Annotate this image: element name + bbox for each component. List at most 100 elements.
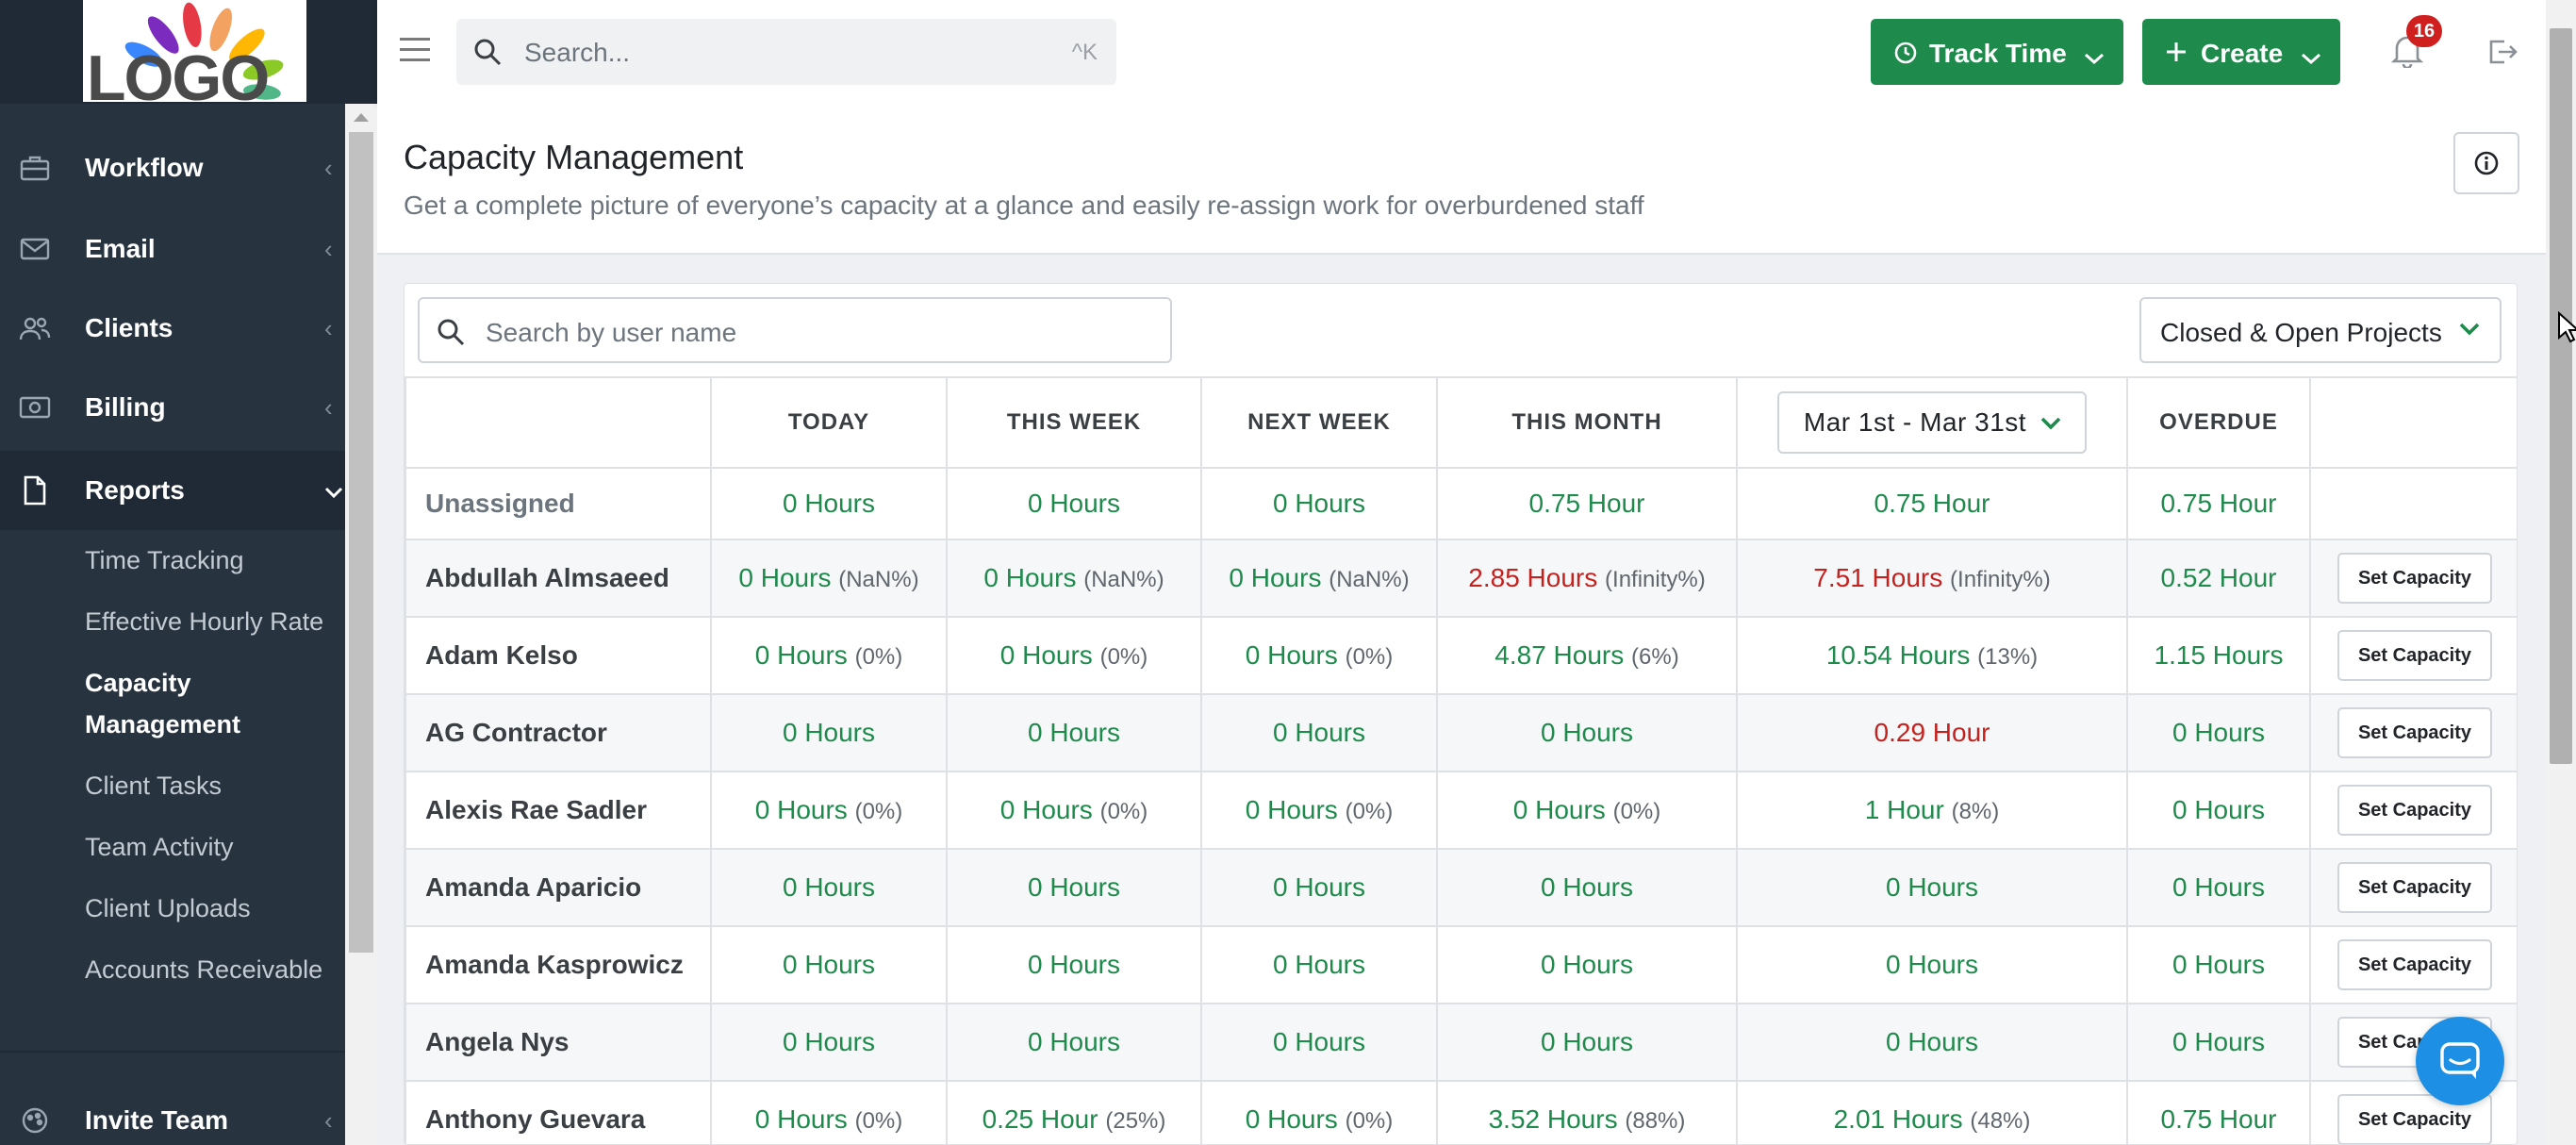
date-range-select[interactable]: Mar 1st - Mar 31st (1776, 391, 2088, 454)
capacity-percent: (25%) (1105, 1108, 1166, 1134)
hours-value: 0 Hours (999, 640, 1093, 670)
user-search-placeholder: Search by user name (486, 318, 737, 347)
sidebar-scrollbar[interactable] (345, 104, 377, 1145)
set-capacity-button[interactable]: Set Capacity (2337, 707, 2492, 758)
set-capacity-button[interactable]: Set Capacity (2337, 630, 2492, 681)
project-filter-select[interactable]: Closed & Open Projects (2139, 297, 2502, 363)
hours-value: 0 Hours (754, 640, 848, 670)
sidebar-subitem-effective-hourly-rate[interactable]: Effective Hourly Rate (85, 607, 324, 636)
set-capacity-button[interactable]: Set Capacity (2337, 553, 2492, 604)
capacity-percent: (88%) (1625, 1108, 1686, 1134)
chat-launcher-button[interactable] (2416, 1017, 2504, 1105)
hours-value: 10.54 Hours (1825, 640, 1971, 670)
actions-cell: Set Capacity (2309, 771, 2517, 850)
page-scrollbar[interactable] (2546, 0, 2576, 1145)
capacity-percent: (0%) (1099, 799, 1148, 824)
plus-icon (2165, 40, 2188, 70)
hours-cell: 10.54 Hours (13%) (1736, 616, 2128, 695)
hours-cell: 0 Hours (0%) (710, 1080, 948, 1144)
table-row: Angela Nys 0 Hours 0 Hours 0 Hours 0 Hours 0 … (405, 1003, 2517, 1082)
sidebar-item-billing[interactable]: Billing ‹ (0, 368, 345, 447)
stopwatch-icon (1893, 40, 1918, 71)
sidebar-item-reports[interactable]: Reports (0, 451, 345, 530)
hours-cell: 0 Hours (1200, 848, 1438, 927)
hamburger-menu-icon[interactable] (400, 38, 430, 62)
info-button[interactable] (2453, 132, 2519, 194)
sidebar-item-invite-team[interactable]: Invite Team ‹ (0, 1081, 345, 1145)
sidebar-subitem-client-tasks[interactable]: Client Tasks (85, 772, 223, 800)
hours-value: 0 Hours (1245, 640, 1338, 670)
hours-value: 0 Hours (754, 795, 848, 824)
hours-value: 0.25 Hour (982, 1104, 1098, 1134)
actions-cell: Set Capacity (2309, 539, 2517, 618)
sidebar-item-workflow[interactable]: Workflow ‹ (0, 128, 345, 207)
capacity-percent: (0%) (854, 644, 903, 670)
sidebar-subitem-time-tracking[interactable]: Time Tracking (85, 546, 244, 574)
search-placeholder: Search... (524, 38, 631, 67)
overdue-value: 0 Hours (2171, 950, 2266, 979)
overdue-value: 0 Hours (2171, 1027, 2266, 1056)
capacity-percent: (NaN%) (1329, 567, 1410, 592)
column-header-overdue[interactable]: OVERDUE (2126, 376, 2311, 469)
sidebar-item-label: Workflow (85, 153, 204, 182)
overdue-cell: 0 Hours (2126, 693, 2311, 772)
user-search-input[interactable]: Search by user name (418, 297, 1172, 363)
column-header-this-month[interactable]: THIS MONTH (1436, 376, 1738, 469)
overdue-value: 0.75 Hour (2160, 489, 2277, 518)
chat-bubble-icon (2440, 1042, 2480, 1079)
sidebar-item-label: Billing (85, 392, 166, 422)
hours-value: 0 Hours (1512, 795, 1606, 824)
sidebar-subitem-accounts-receivable[interactable]: Accounts Receivable (85, 955, 323, 984)
hours-cell: 0 Hours (710, 848, 948, 927)
hours-cell: 0 Hours (0%) (710, 616, 948, 695)
column-header-date-range: Mar 1st - Mar 31st (1736, 376, 2128, 469)
capacity-percent: (8%) (1951, 799, 2000, 824)
hours-value: 0 Hours (1272, 718, 1366, 747)
hours-value: 0 Hours (1540, 718, 1634, 747)
set-capacity-button[interactable]: Set Capacity (2337, 1094, 2492, 1144)
column-header-this-week[interactable]: THIS WEEK (946, 376, 1202, 469)
sidebar-item-email[interactable]: Email ‹ (0, 209, 345, 289)
sidebar-item-clients[interactable]: Clients ‹ (0, 289, 345, 368)
search-icon (437, 318, 465, 351)
hours-value: 0 Hours (738, 563, 832, 592)
column-header-today[interactable]: TODAY (710, 376, 948, 469)
hours-value: 0 Hours (1885, 1027, 1979, 1056)
set-capacity-button[interactable]: Set Capacity (2337, 939, 2492, 990)
column-header-next-week[interactable]: NEXT WEEK (1200, 376, 1438, 469)
set-capacity-button[interactable]: Set Capacity (2337, 785, 2492, 836)
hours-value: 0 Hours (1027, 718, 1121, 747)
hours-cell: 0 Hours (0%) (1200, 1080, 1438, 1144)
hours-cell: 0 Hours (946, 693, 1202, 772)
hours-cell: 2.01 Hours (48%) (1736, 1080, 2128, 1144)
track-time-button[interactable]: Track Time (1871, 19, 2123, 85)
table-header-row: TODAY THIS WEEK NEXT WEEK THIS MONTH Mar… (405, 376, 2517, 469)
hours-value: 0 Hours (1229, 563, 1322, 592)
hours-cell: 0 Hours (1736, 848, 2128, 927)
company-logo[interactable]: LOGO (83, 0, 306, 102)
chevron-left-icon: ‹ (324, 234, 333, 263)
logout-icon[interactable] (2487, 38, 2518, 71)
chevron-left-icon: ‹ (324, 153, 333, 182)
scroll-up-arrow-icon[interactable] (354, 113, 369, 122)
hours-cell: 4.87 Hours (6%) (1436, 616, 1738, 695)
sidebar-subitem-capacity-management[interactable]: Capacity Management (85, 669, 241, 738)
hours-cell: 0 Hours (1436, 693, 1738, 772)
create-button[interactable]: Create (2142, 19, 2340, 85)
table-row: Abdullah Almsaeed 0 Hours (NaN%) 0 Hours (… (405, 539, 2517, 618)
set-capacity-button[interactable]: Set Capacity (2337, 862, 2492, 913)
page-title: Capacity Management (404, 138, 744, 176)
hours-value: 3.52 Hours (1488, 1104, 1618, 1134)
track-time-label: Track Time (1929, 39, 2067, 68)
global-search-input[interactable]: Search... ^K (456, 19, 1116, 85)
sidebar-subitem-team-activity[interactable]: Team Activity (85, 833, 234, 861)
hours-value: 0 Hours (1540, 1027, 1634, 1056)
hours-value: 0 Hours (1540, 872, 1634, 902)
user-name-cell: Unassigned (405, 467, 712, 540)
page-scrollbar-thumb[interactable] (2550, 28, 2572, 764)
table-row: Amanda Aparicio 0 Hours 0 Hours 0 Hours 0 Ho… (405, 848, 2517, 927)
sidebar-scrollbar-thumb[interactable] (349, 132, 373, 953)
chevron-left-icon: ‹ (324, 392, 333, 422)
sidebar-subitem-client-uploads[interactable]: Client Uploads (85, 894, 251, 922)
date-range-value: Mar 1st - Mar 31st (1803, 407, 2027, 437)
